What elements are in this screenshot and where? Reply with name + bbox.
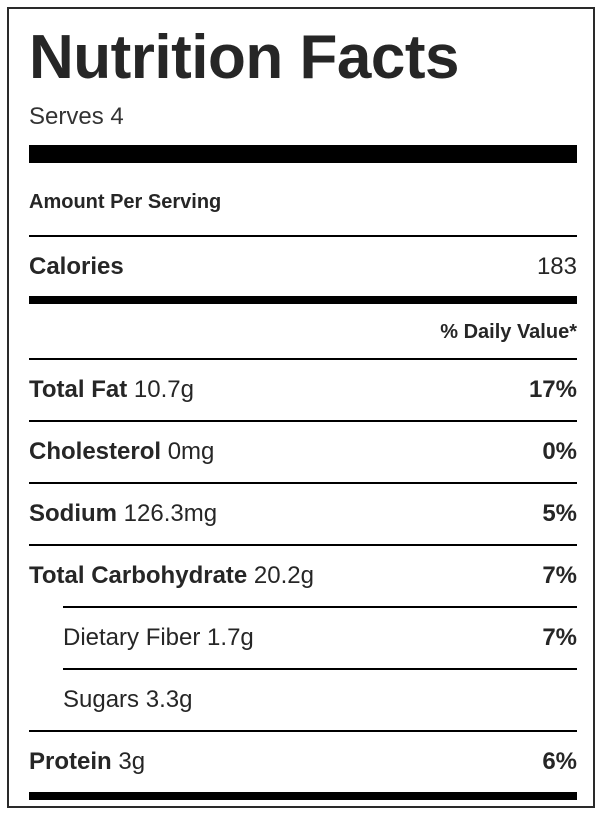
nutrient-text: Protein 3g: [29, 748, 145, 776]
nutrient-text: Sodium 126.3mg: [29, 500, 217, 528]
divider: [29, 730, 577, 732]
nutrition-facts-label: Nutrition Facts Serves 4 Amount Per Serv…: [7, 7, 595, 808]
amount-per-serving-row: Amount Per Serving: [29, 185, 577, 219]
calories-row: Calories 183: [29, 237, 577, 297]
divider: [29, 420, 577, 422]
nutrient-name: Dietary Fiber: [63, 624, 201, 651]
nutrient-row-total-carbohydrate: Total Carbohydrate 20.2g 7%: [29, 546, 577, 606]
nutrient-daily-value: 7%: [542, 624, 577, 651]
nutrient-amount: 3g: [118, 748, 146, 775]
nutrient-amount: 1.7g: [207, 624, 254, 651]
nutrient-amount: 20.2g: [253, 562, 314, 589]
nutrient-text: Cholesterol 0mg: [29, 438, 214, 466]
nutrient-daily-value: 17%: [528, 376, 577, 403]
nutrient-text: Sugars 3.3g: [63, 686, 192, 714]
medium-divider: [29, 296, 577, 304]
nutrient-row-total-fat: Total Fat 10.7g 17%: [29, 360, 577, 420]
nutrient-name: Total Fat: [29, 376, 128, 403]
nutrient-row-dietary-fiber: Dietary Fiber 1.7g 7%: [63, 608, 577, 668]
amount-per-serving-label: Amount Per Serving: [29, 190, 222, 213]
label-title: Nutrition Facts: [29, 23, 459, 92]
label-content: Nutrition Facts Serves 4 Amount Per Serv…: [29, 9, 577, 806]
nutrient-daily-value: 5%: [542, 500, 577, 527]
divider-indented: [63, 606, 577, 608]
daily-value-header: % Daily Value*: [440, 320, 577, 343]
nutrient-name: Cholesterol: [29, 438, 162, 465]
calories-value: 183: [536, 253, 577, 280]
servings-text: Serves 4: [29, 103, 124, 130]
thick-divider-bottom: [29, 792, 577, 800]
nutrient-text: Total Fat 10.7g: [29, 376, 194, 404]
nutrient-row-protein: Protein 3g 6%: [29, 732, 577, 792]
daily-value-header-row: % Daily Value*: [29, 306, 577, 358]
nutrient-row-cholesterol: Cholesterol 0mg 0%: [29, 422, 577, 482]
calories-label: Calories: [29, 253, 124, 280]
thick-divider-top: [29, 145, 577, 163]
nutrient-row-sugars: Sugars 3.3g: [63, 670, 577, 730]
nutrient-text: Total Carbohydrate 20.2g: [29, 562, 314, 590]
nutrient-name: Protein: [29, 748, 112, 775]
nutrient-amount: 0mg: [167, 438, 215, 465]
nutrient-daily-value: 6%: [542, 748, 577, 775]
nutrient-amount: 3.3g: [145, 686, 193, 713]
divider: [29, 358, 577, 360]
nutrient-daily-value: 7%: [542, 562, 577, 589]
nutrient-amount: 10.7g: [133, 376, 194, 403]
nutrient-row-sodium: Sodium 126.3mg 5%: [29, 484, 577, 544]
nutrient-name: Sugars: [63, 686, 140, 713]
divider-indented: [63, 668, 577, 670]
nutrient-amount: 126.3mg: [123, 500, 218, 527]
nutrient-name: Sodium: [29, 500, 117, 527]
divider: [29, 235, 577, 237]
divider: [29, 544, 577, 546]
nutrient-text: Dietary Fiber 1.7g: [63, 624, 254, 652]
nutrient-daily-value: 0%: [542, 438, 577, 465]
nutrient-name: Total Carbohydrate: [29, 562, 248, 589]
divider: [29, 482, 577, 484]
